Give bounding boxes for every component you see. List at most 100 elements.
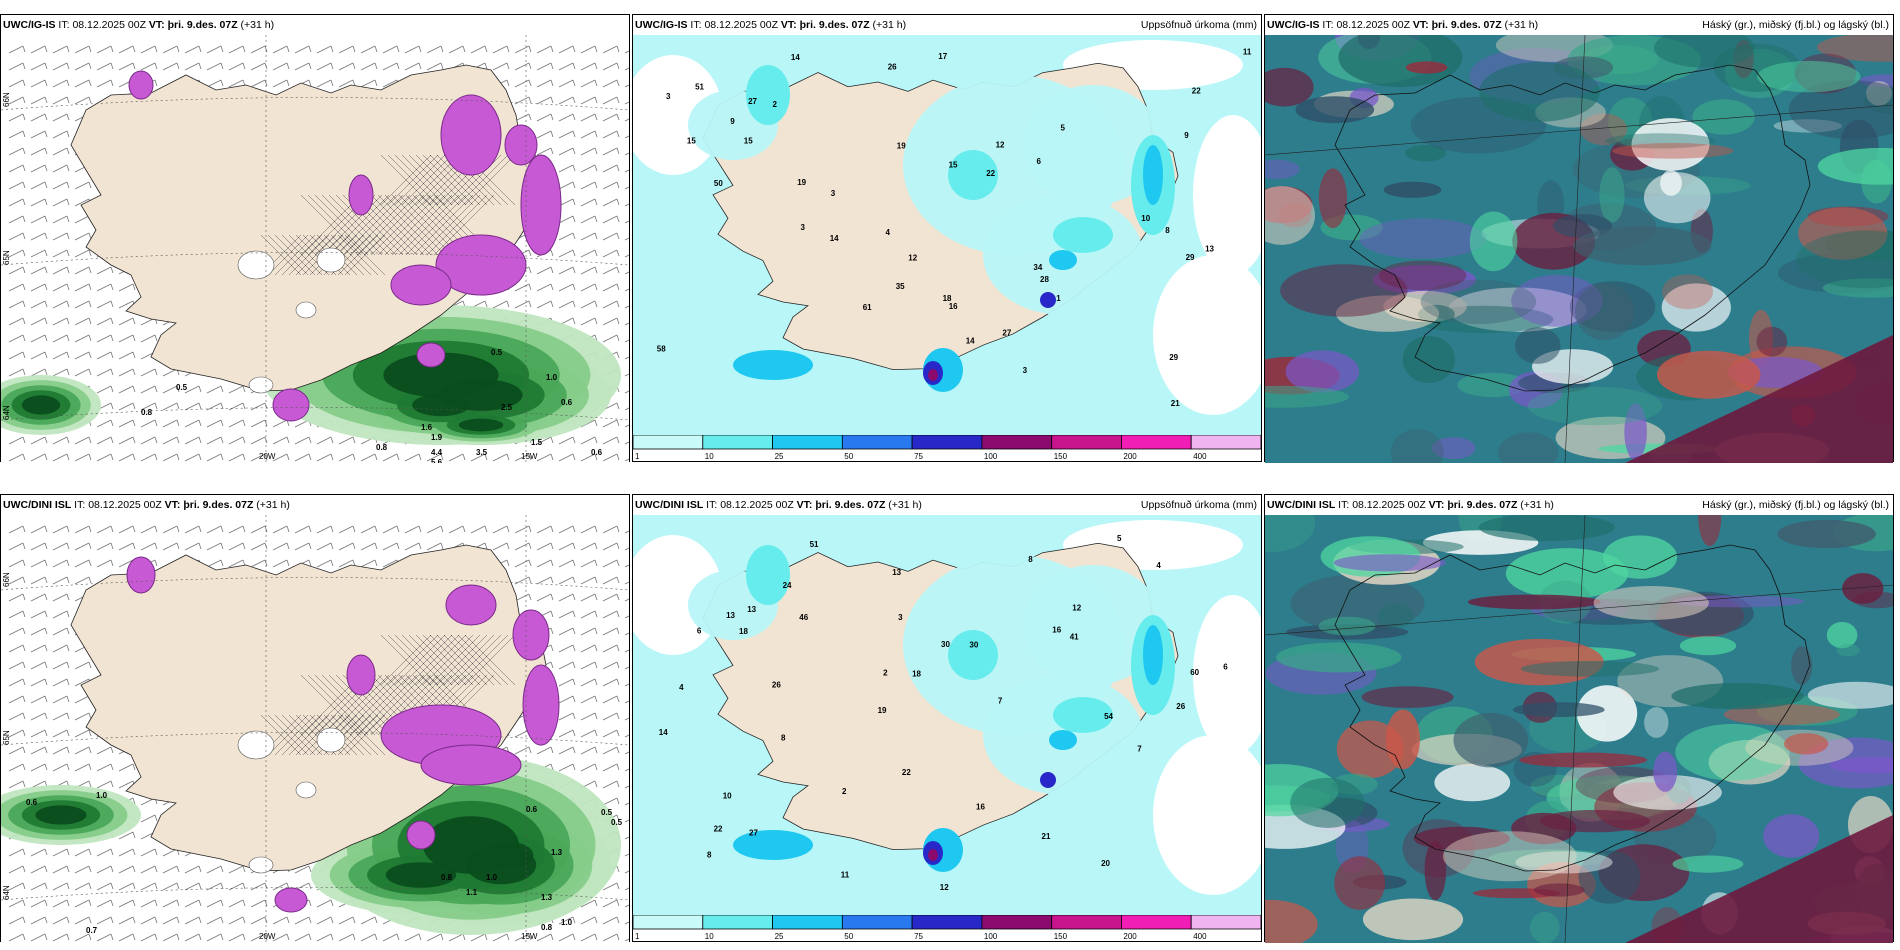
wind-value-label: 0.8 (141, 408, 153, 417)
precip-value-label: 27 (1002, 329, 1011, 338)
legend-swatch (702, 915, 774, 930)
precip-value-label: 13 (747, 605, 756, 614)
it-value: 08.12.2025 00Z (704, 19, 778, 31)
precip-value-label: 14 (659, 728, 668, 737)
precip-value-label: 7 (998, 697, 1003, 706)
wind-value-label: 1.0 (561, 918, 573, 927)
precip-value-label: 35 (896, 282, 905, 291)
lead-time: (+31 h) (256, 499, 290, 511)
precip-value-label: 3 (831, 189, 836, 198)
wind-value-label: 0.6 (526, 805, 538, 814)
cloud-map (1265, 35, 1893, 463)
precip-value-label: 2 (842, 787, 847, 796)
precip-legend: 1 10 25 50 75 100 150 200 400 (633, 915, 1261, 941)
precip-areas (688, 545, 1175, 872)
precip-value-label: 12 (908, 254, 917, 263)
precip-value-label: 5 (1117, 534, 1122, 543)
legend-tick: 1 (635, 932, 640, 941)
legend-tick: 100 (984, 452, 998, 461)
precip-map: 9 17 12 22 4 3 1 14 26 13 21 19 28 15 27 22 8 12 29 11 14 27 5… (633, 35, 1261, 437)
wind-value-label: 0.6 (561, 398, 573, 407)
graticule (1265, 515, 1893, 943)
wind-value-label: 5.6 (431, 458, 443, 463)
legend-swatch (702, 435, 774, 450)
low-cloud-region (1625, 335, 1893, 463)
legend-swatch (1051, 435, 1122, 450)
legend-swatch (1120, 915, 1192, 930)
precip-value-label: 3 (898, 613, 903, 622)
legend-swatch (841, 915, 913, 930)
panel-title: UWC/IG-IS IT: 08.12.2025 00Z VT: þri. 9.… (1, 15, 629, 35)
precip-value-label: 13 (1205, 245, 1214, 254)
precip-value-labels: 9171222431142613211928152722812291114275… (657, 48, 1252, 408)
precip-panel-bottom: UWC/DINI ISL IT: 08.12.2025 00Z VT: þri.… (632, 494, 1262, 942)
precip-title: Uppsöfnuð úrkoma (mm) (1140, 499, 1257, 511)
legend-tick: 50 (844, 932, 853, 941)
wind-value-label: 1.9 (431, 433, 443, 442)
wind-value-label: 0.7 (86, 926, 98, 935)
panel-title: UWC/DINI ISL IT: 08.12.2025 00Z VT: þri.… (1265, 495, 1893, 515)
cloud-title: Háský (gr.), miðský (fj.bl.) og lágský (… (1702, 499, 1889, 511)
vt-label: VT: (148, 19, 165, 31)
legend-swatch (1051, 915, 1122, 930)
legend-tick: 200 (1123, 452, 1137, 461)
legend-tick: 75 (914, 932, 923, 941)
precip-value-label: 29 (1169, 353, 1178, 362)
iceland-landmass (70, 64, 547, 392)
it-label: IT: (1338, 499, 1350, 511)
precip-value-label: 51 (810, 540, 819, 549)
cloud-panel-top: UWC/IG-IS IT: 08.12.2025 00Z VT: þri. 9.… (1264, 14, 1894, 463)
wind-panel-top: UWC/IG-IS IT: 08.12.2025 00Z VT: þri. 9.… (0, 14, 630, 463)
wind-value-label: 4.4 (431, 448, 443, 457)
panel-title: UWC/IG-IS IT: 08.12.2025 00Z VT: þri. 9.… (1265, 15, 1893, 35)
cloud-layers (1265, 35, 1893, 463)
precip-value-label: 6 (1223, 663, 1228, 672)
precip-value-label: 2 (883, 669, 888, 678)
precip-panel-top: UWC/IG-IS IT: 08.12.2025 00Z VT: þri. 9.… (632, 14, 1262, 462)
precip-value-label: 4 (679, 683, 684, 692)
precip-value-label: 54 (1104, 712, 1113, 721)
precip-value-label: 41 (1070, 633, 1079, 642)
precip-value-label: 4 (1156, 561, 1161, 570)
wind-speed-fields (1, 755, 621, 935)
wind-value-label: 0.8 (441, 873, 453, 882)
wind-value-label: 1.3 (551, 848, 563, 857)
precip-value-label: 9 (730, 117, 735, 126)
lead-time: (+31 h) (240, 19, 275, 31)
wind-value-label: 1.6 (421, 423, 433, 432)
graticule-labels: 20W 15W 66N 65N 64N (2, 572, 538, 941)
wind-value-label: 0.8 (541, 923, 553, 932)
legend-swatch (1190, 915, 1261, 930)
precip-value-label: 19 (897, 141, 906, 150)
lon-label: 20W (259, 932, 276, 941)
precip-title: Uppsöfnuð úrkoma (mm) (1140, 19, 1257, 31)
precip-value-label: 6 (1037, 157, 1042, 166)
vt-value: þri. 9.des. 07Z (815, 499, 886, 511)
precip-value-label: 22 (714, 824, 723, 833)
snow-areas (126, 556, 560, 913)
precip-value-label: 61 (863, 303, 872, 312)
it-label: IT: (58, 19, 70, 31)
precip-value-label: 27 (749, 828, 758, 837)
precip-value-label: 5 (1061, 123, 1066, 132)
legend-tick: 200 (1123, 932, 1137, 941)
graticule (1, 515, 629, 943)
legend-tick: 50 (844, 452, 853, 461)
lead-time: (+31 h) (1520, 499, 1554, 511)
legend-tick: 150 (1054, 932, 1068, 941)
it-label: IT: (1322, 19, 1334, 31)
legend-tick: 400 (1193, 932, 1207, 941)
precip-value-label: 13 (726, 611, 735, 620)
vt-label: VT: (1412, 19, 1429, 31)
precip-value-label: 28 (1040, 275, 1049, 284)
precip-value-label: 3 (801, 223, 806, 232)
vt-value: þri. 9.des. 07Z (1431, 19, 1502, 31)
wind-panel-bottom: UWC/DINI ISL IT: 08.12.2025 00Z VT: þri.… (0, 494, 630, 943)
panel-title: UWC/DINI ISL IT: 08.12.2025 00Z VT: þri.… (633, 495, 1261, 515)
precip-value-label: 50 (714, 179, 723, 188)
legend-tick: 1 (635, 452, 640, 461)
it-value: 08.12.2025 00Z (72, 19, 146, 31)
precip-value-label: 14 (830, 234, 839, 243)
vt-value: þri. 9.des. 07Z (1447, 499, 1518, 511)
wind-value-label: 3.5 (476, 448, 488, 457)
